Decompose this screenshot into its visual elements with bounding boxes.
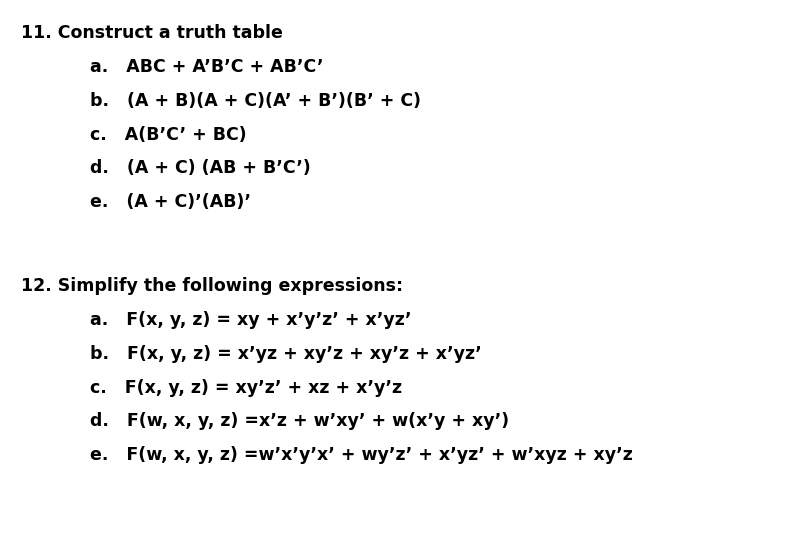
Text: 11. Construct a truth table: 11. Construct a truth table [21, 24, 283, 42]
Text: b.   (A + B)(A + C)(A’ + B’)(B’ + C): b. (A + B)(A + C)(A’ + B’)(B’ + C) [90, 92, 421, 110]
Text: e.   (A + C)’(AB)’: e. (A + C)’(AB)’ [90, 193, 252, 211]
Text: 12. Simplify the following expressions:: 12. Simplify the following expressions: [21, 277, 403, 295]
Text: d.   (A + C) (AB + B’C’): d. (A + C) (AB + B’C’) [90, 159, 311, 177]
Text: d.   F(w, x, y, z) =x’z + w’xy’ + w(x’y + xy’): d. F(w, x, y, z) =x’z + w’xy’ + w(x’y + … [90, 412, 509, 430]
Text: c.   A(B’C’ + BC): c. A(B’C’ + BC) [90, 126, 247, 144]
Text: a.   ABC + A’B’C + AB’C’: a. ABC + A’B’C + AB’C’ [90, 58, 324, 76]
Text: e.   F(w, x, y, z) =w’x’y’x’ + wy’z’ + x’yz’ + w’xyz + xy’z: e. F(w, x, y, z) =w’x’y’x’ + wy’z’ + x’y… [90, 446, 634, 464]
Text: c.   F(x, y, z) = xy’z’ + xz + x’y’z: c. F(x, y, z) = xy’z’ + xz + x’y’z [90, 379, 402, 397]
Text: b.   F(x, y, z) = x’yz + xy’z + xy’z + x’yz’: b. F(x, y, z) = x’yz + xy’z + xy’z + x’y… [90, 345, 482, 363]
Text: a.   F(x, y, z) = xy + x’y’z’ + x’yz’: a. F(x, y, z) = xy + x’y’z’ + x’yz’ [90, 311, 412, 329]
